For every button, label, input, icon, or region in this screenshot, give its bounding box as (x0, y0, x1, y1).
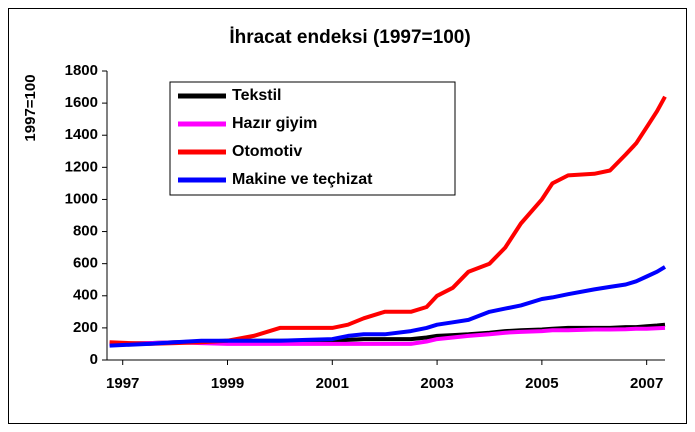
y-tick-label: 1800 (65, 62, 98, 79)
chart-title: İhracat endeksi (1997=100) (229, 27, 470, 48)
series-line (109, 95, 667, 346)
y-tick-label: 1200 (65, 158, 98, 175)
y-axis-label: 1997=100 (22, 74, 39, 141)
x-tick-label: 2001 (316, 375, 349, 392)
y-tick-label: 600 (73, 255, 98, 272)
legend-label: Otomotiv (232, 143, 302, 160)
y-tick-label: 0 (90, 351, 98, 368)
x-tick-label: 2005 (525, 375, 558, 392)
y-tick-label: 1000 (65, 190, 98, 207)
y-tick-label: 400 (73, 287, 98, 304)
x-tick-label: 1997 (106, 375, 139, 392)
y-tick-label: 1600 (65, 94, 98, 111)
legend-label: Hazır giyim (232, 115, 317, 132)
x-tick-label: 2007 (630, 375, 663, 392)
legend-box (169, 81, 456, 196)
y-tick-label: 1400 (65, 126, 98, 143)
legend-label: Makine ve teçhizat (232, 171, 373, 188)
series-line (109, 265, 667, 348)
y-tick-label: 200 (73, 319, 98, 336)
x-tick-label: 1999 (211, 375, 244, 392)
series-line (109, 325, 666, 346)
x-tick-label: 2003 (420, 375, 453, 392)
legend-label: Tekstil (232, 87, 282, 104)
chart-border (8, 8, 687, 424)
y-tick-label: 800 (73, 223, 98, 240)
